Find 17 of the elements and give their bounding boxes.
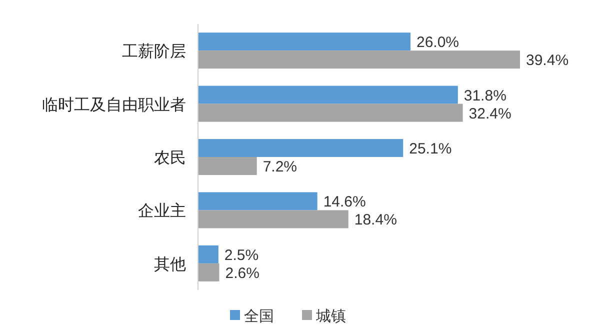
data-label: 31.8% [464,87,506,104]
data-label: 2.6% [225,264,260,282]
data-label: 14.6% [323,194,366,211]
data-label: 39.4% [526,52,569,70]
y-tick-label: 其他 [154,255,186,274]
data-label: 7.2% [262,158,298,176]
data-label: 26.0% [416,34,460,52]
data-label: 18.4% [354,212,397,229]
y-tick-label: 农民 [154,150,186,167]
legend-label: 城镇 [315,308,346,325]
y-tick-label: 企业主 [138,202,186,220]
legend-label: 全国 [244,308,274,325]
data-label: 25.1% [409,140,452,158]
y-tick-label: 工薪阶层 [122,42,186,61]
data-label: 32.4% [468,105,512,122]
data-label: 2.5% [224,246,259,264]
y-tick-label: 临时工及自由职业者 [42,96,186,114]
